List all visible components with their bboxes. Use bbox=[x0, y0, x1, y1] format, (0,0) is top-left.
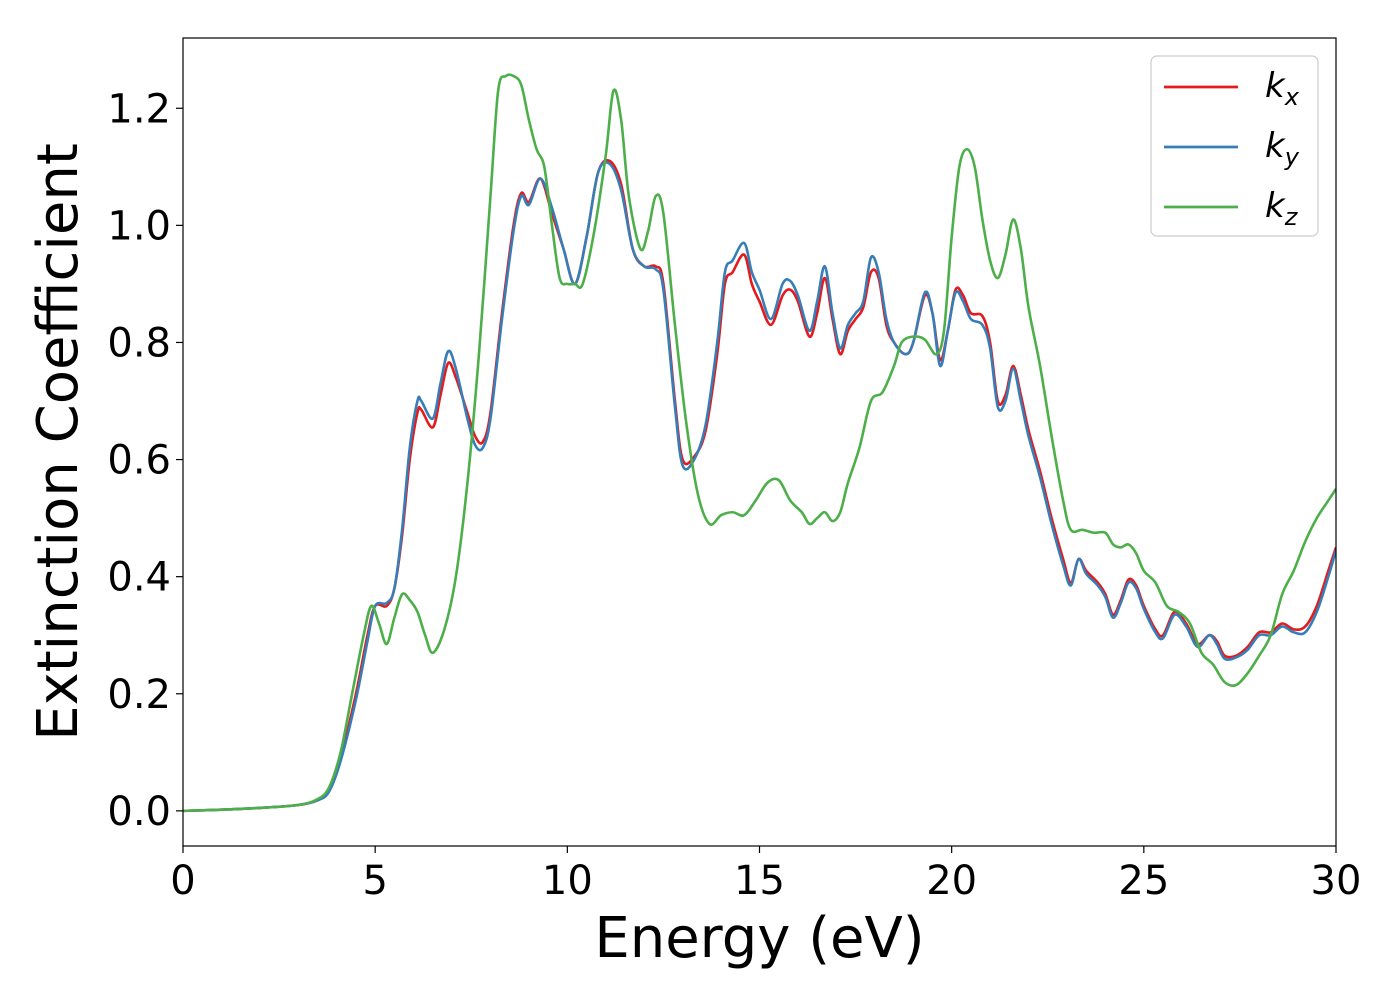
x-axis-title: Energy (eV) bbox=[594, 906, 924, 971]
series-line-kz bbox=[183, 73, 1336, 813]
y-tick-label: 0.8 bbox=[107, 320, 171, 366]
y-tick-label: 0.2 bbox=[107, 672, 171, 718]
y-tick-label: 0.0 bbox=[107, 789, 171, 835]
x-tick-label: 15 bbox=[734, 858, 785, 904]
x-tick-label: 5 bbox=[362, 858, 387, 904]
legend-label-kz: kz bbox=[1265, 186, 1299, 231]
y-tick-label: 1.2 bbox=[107, 86, 171, 132]
y-axis: 0.0 0.2 0.4 0.6 0.8 1.0 1.2 bbox=[107, 86, 183, 835]
y-axis-title: Extinction Coefficient bbox=[26, 143, 91, 741]
y-tick-label: 1.0 bbox=[107, 203, 171, 249]
y-tick-label: 0.6 bbox=[107, 438, 171, 484]
legend-label-ky: ky bbox=[1265, 126, 1300, 171]
x-tick-label: 20 bbox=[926, 858, 977, 904]
series-line-ky bbox=[183, 160, 1336, 813]
x-tick-label: 25 bbox=[1118, 858, 1169, 904]
legend: kx ky kz bbox=[1150, 55, 1319, 237]
x-tick-label: 30 bbox=[1311, 858, 1362, 904]
x-tick-label: 0 bbox=[170, 858, 195, 904]
x-axis: 0 5 10 15 20 25 30 bbox=[170, 846, 1361, 904]
y-tick-label: 0.4 bbox=[107, 555, 171, 601]
series-line-kx bbox=[183, 158, 1336, 813]
legend-label-kx: kx bbox=[1265, 66, 1300, 111]
plot-lines bbox=[183, 73, 1336, 813]
x-tick-label: 10 bbox=[542, 858, 593, 904]
